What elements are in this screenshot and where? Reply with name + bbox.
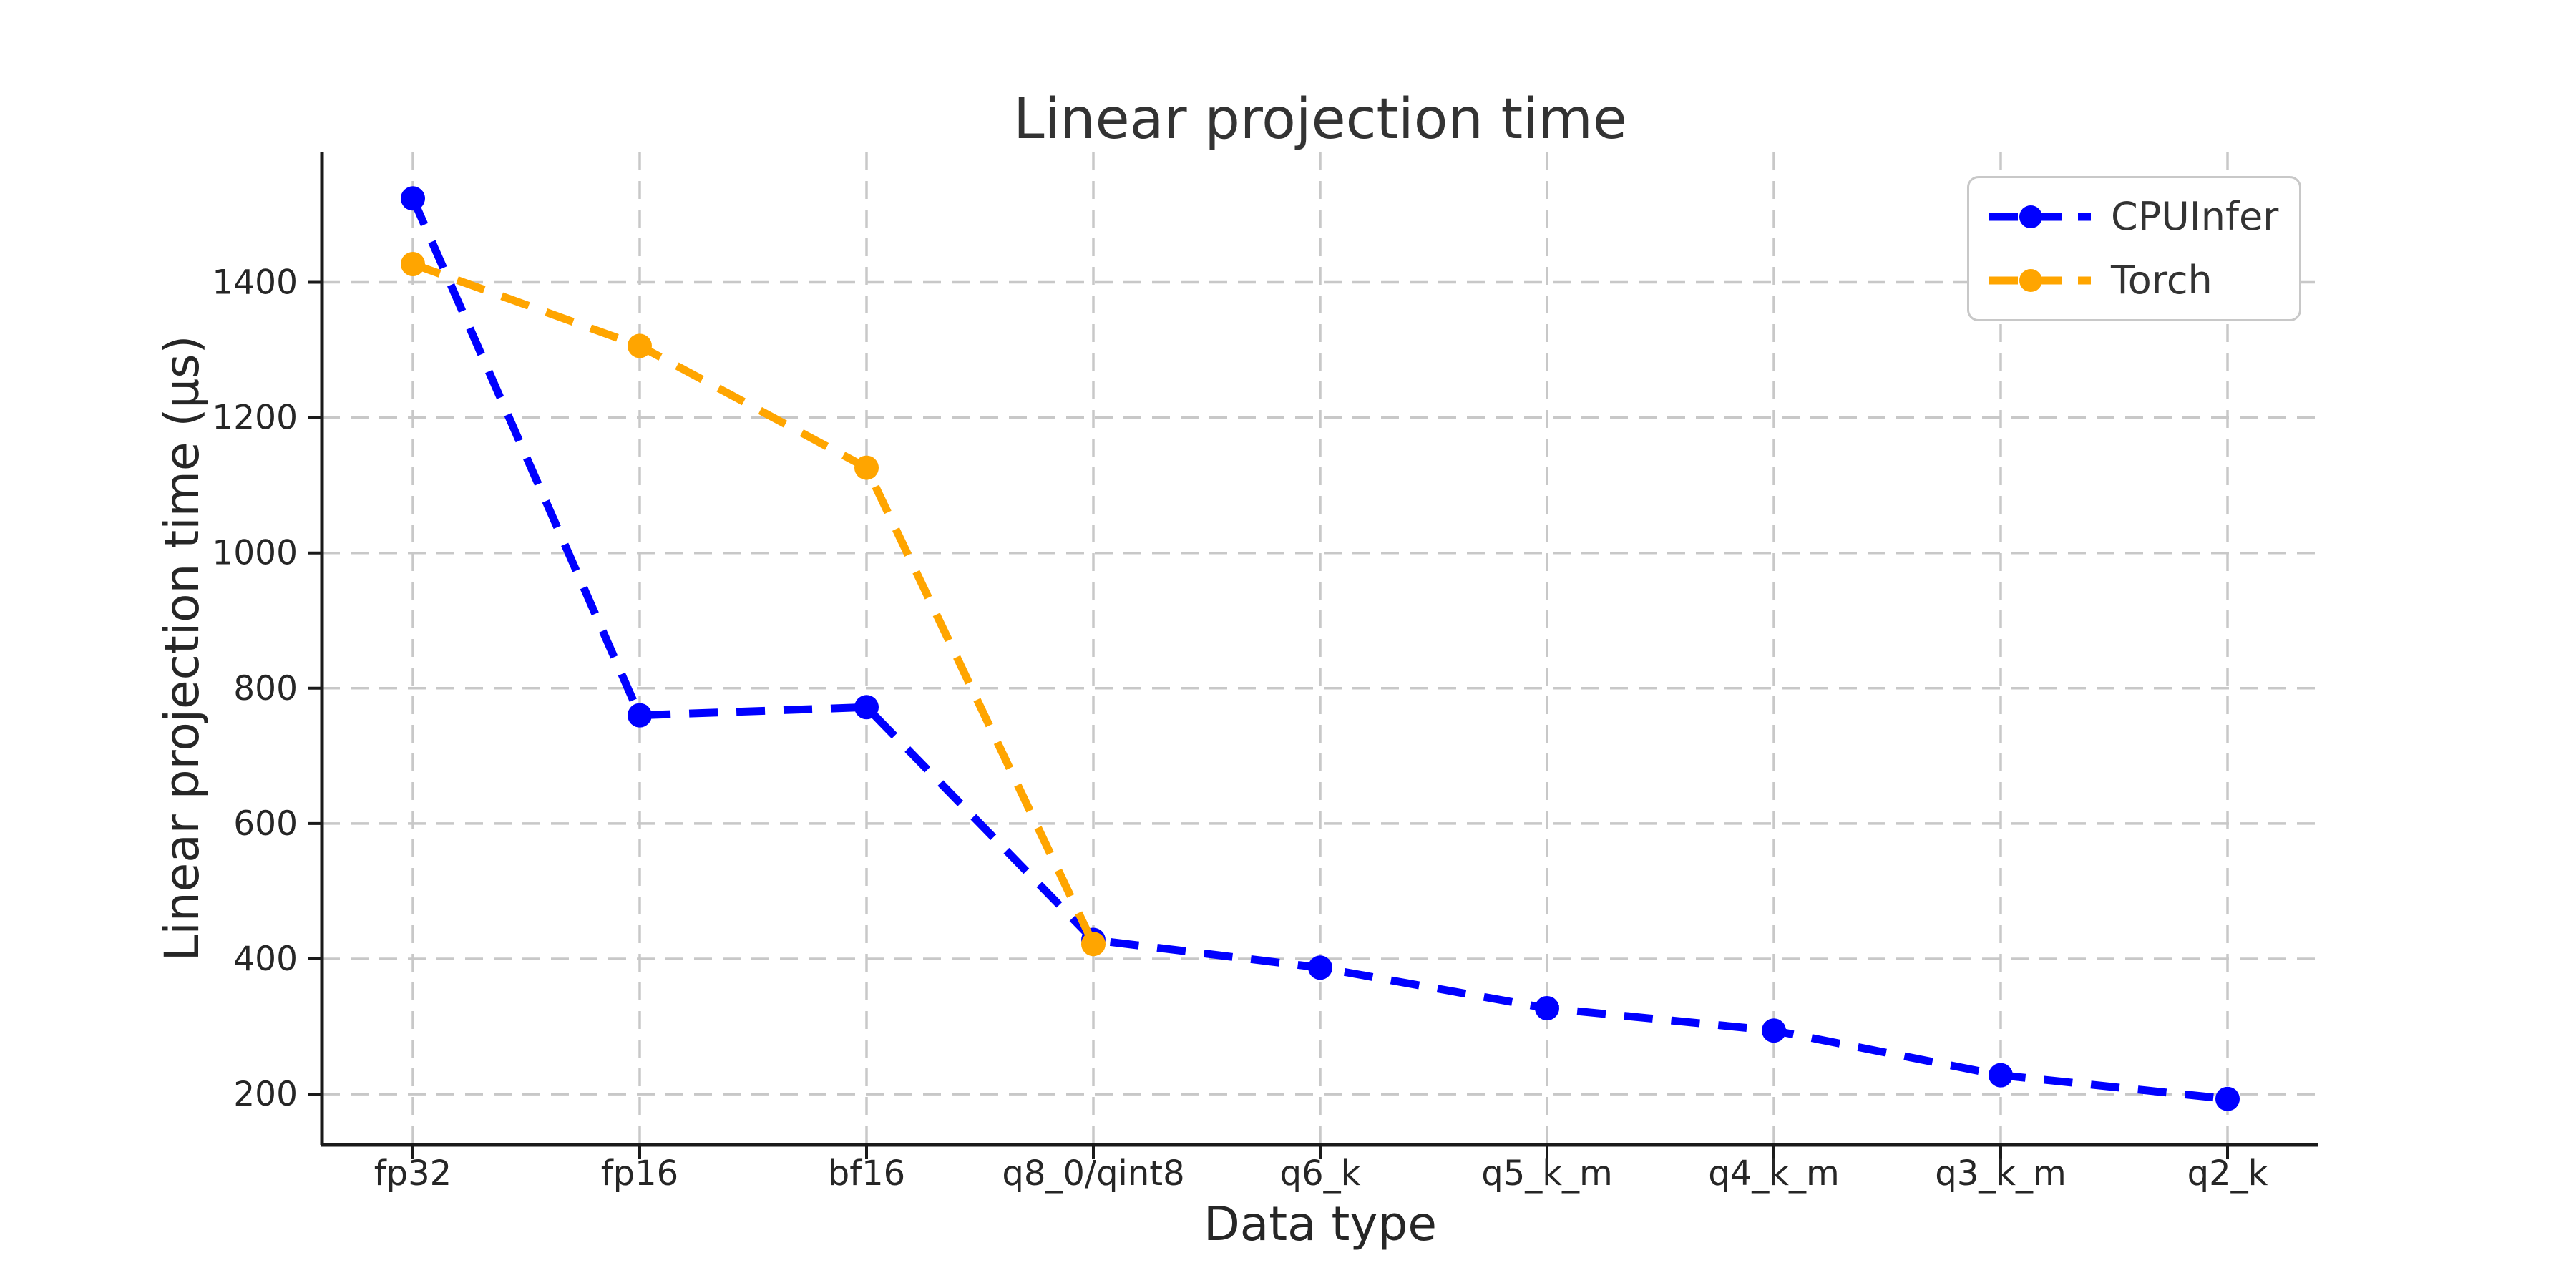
cpuinfer-marker [1308, 955, 1332, 980]
cpuinfer-legend-sample-icon [1989, 205, 2091, 229]
x-tick-label: fp16 [601, 1153, 678, 1194]
cpuinfer-marker [401, 186, 425, 211]
x-tick-label: bf16 [828, 1153, 905, 1194]
torch-marker [401, 252, 425, 277]
cpuinfer-sample-marker [2019, 205, 2042, 229]
torch-line [411, 260, 1097, 946]
legend-label-cpuinfer: CPUInfer [2111, 194, 2279, 240]
x-axis-label: Data type [1203, 1196, 1437, 1252]
legend-entry-torch: Torch [1986, 257, 2299, 303]
cpuinfer-marker [1762, 1018, 1786, 1043]
legend: CPUInfer Torch [1967, 176, 2301, 321]
x-tick-label: q5_k_m [1481, 1153, 1613, 1194]
x-tick-label: q6_k [1280, 1153, 1361, 1194]
torch-marker [1081, 932, 1106, 957]
legend-label-torch: Torch [2111, 257, 2212, 303]
x-tick-label: q4_k_m [1708, 1153, 1840, 1194]
y-tick-label: 800 [233, 669, 298, 708]
x-tick-label: q8_0/qint8 [1002, 1153, 1184, 1194]
torch-sample-marker [2019, 268, 2042, 292]
cpuinfer-marker [1989, 1063, 2013, 1088]
torch-marker [854, 455, 879, 480]
torch-marker [628, 333, 652, 358]
y-tick-label: 1400 [212, 263, 298, 303]
y-tick-label: 1200 [212, 399, 298, 438]
x-tick-label: q2_k [2187, 1153, 2268, 1194]
chart-title: Linear projection time [1013, 87, 1627, 152]
x-tick-label: q3_k_m [1935, 1153, 2067, 1194]
legend-entry-cpuinfer: CPUInfer [1986, 197, 2299, 236]
cpuinfer-marker [1535, 996, 1559, 1021]
y-axis-label: Linear projection time (µs) [155, 335, 210, 962]
y-tick-label: 1000 [212, 534, 298, 573]
y-tick-label: 600 [233, 804, 298, 844]
x-tick-label: fp32 [374, 1153, 452, 1194]
cpuinfer-marker [628, 703, 652, 728]
y-tick-label: 400 [233, 940, 298, 979]
torch-legend-sample-icon [1989, 268, 2091, 292]
cpuinfer-marker [854, 695, 879, 720]
cpuinfer-marker [2215, 1086, 2240, 1111]
y-tick-label: 200 [233, 1075, 298, 1114]
